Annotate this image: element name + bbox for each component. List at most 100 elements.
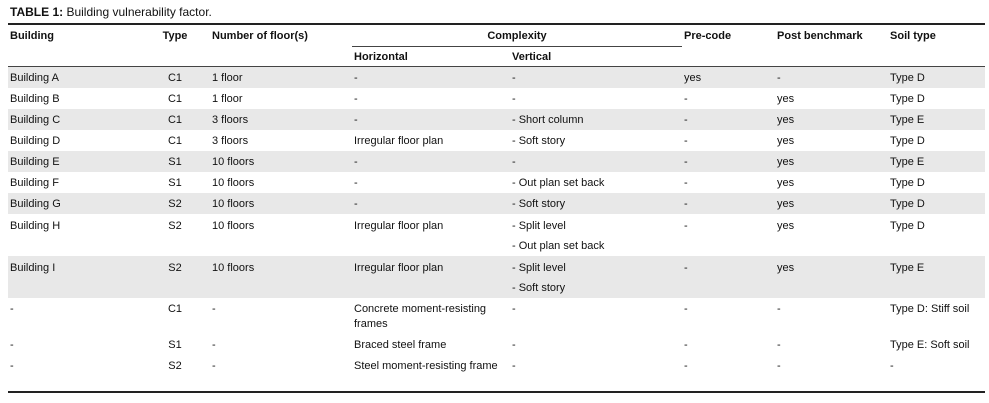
table-row: Building G S2 10 floors - - Soft story - yes Ty…	[8, 193, 986, 214]
cell-building: -	[10, 303, 14, 315]
cell-precode: yes	[682, 66, 776, 88]
cell-post: yes	[777, 177, 795, 189]
cell-precode: -	[684, 177, 688, 189]
vertical-item: -	[512, 339, 516, 351]
vertical-item: - Split level	[512, 220, 566, 232]
cell-precode: -	[682, 256, 776, 298]
vertical-item: - Split level	[512, 262, 566, 274]
cell-vertical: - Short column	[510, 109, 683, 130]
subheader-row: Horizontal Vertical	[8, 46, 986, 67]
vertical-item: -	[512, 303, 516, 315]
cell-horizontal: Steel moment-resisting frame	[354, 360, 498, 372]
header-row: Building Type Number of floor(s) Complex…	[8, 24, 985, 47]
cell-floors: 3 floors	[210, 109, 352, 130]
cell-horizontal: Irregular floor plan	[354, 135, 444, 147]
cell-horizontal: -	[352, 193, 510, 214]
cell-soil: Type D	[890, 220, 925, 232]
cell-floors: 1 floor	[210, 66, 352, 88]
table-row: Building E S1 10 floors - - - yes Type E	[8, 151, 986, 172]
cell-type: C1	[167, 135, 183, 147]
cell-soil: Type D: Stiff soil	[890, 303, 970, 315]
cell-soil: Type D	[888, 66, 986, 88]
cell-post: yes	[777, 135, 795, 147]
cell-precode: -	[684, 339, 688, 351]
cell-building: Building F	[10, 177, 59, 189]
cell-building: Building B	[10, 93, 60, 105]
cell-building: Building G	[8, 193, 140, 214]
cell-floors: 10 floors	[210, 193, 352, 214]
vertical-item: - Soft story	[512, 135, 566, 147]
vertical-item: - Out plan set back	[512, 240, 605, 252]
cell-type: S2	[140, 256, 210, 298]
vertical-item: - Short column	[512, 114, 584, 126]
cell-post: yes	[775, 256, 889, 298]
vertical-item: -	[512, 72, 516, 84]
caption-text: Building vulnerability factor.	[63, 5, 212, 19]
cell-floors: 10 floors	[212, 177, 255, 189]
header-vertical: Vertical	[510, 46, 683, 67]
cell-horizontal: -	[352, 66, 510, 88]
cell-precode: -	[684, 220, 688, 232]
header-type: Type	[162, 30, 188, 42]
cell-floors: 10 floors	[210, 256, 352, 298]
vertical-item: - Soft story	[512, 282, 566, 294]
table-row: Building C C1 3 floors - - Short column - yes T…	[8, 109, 986, 130]
cell-soil: Type D	[890, 93, 925, 105]
cell-building: Building D	[10, 135, 61, 147]
cell-precode: -	[682, 151, 776, 172]
cell-horizontal: Irregular floor plan	[354, 220, 444, 232]
cell-type: S1	[140, 151, 210, 172]
cell-vertical: - Split level - Soft story	[510, 256, 683, 298]
cell-type: C1	[140, 109, 210, 130]
cell-building: -	[10, 360, 14, 372]
header-building: Building	[10, 30, 54, 42]
cell-soil: Type D	[890, 135, 925, 147]
cell-horizontal: -	[352, 151, 510, 172]
cell-type: S1	[168, 339, 182, 351]
header-soil: Soil type	[890, 30, 936, 42]
header-horizontal: Horizontal	[352, 46, 510, 67]
cell-precode: -	[684, 360, 688, 372]
cell-soil: Type D	[888, 193, 986, 214]
cell-horizontal: Braced steel frame	[354, 339, 447, 351]
cell-horizontal: -	[354, 93, 358, 105]
vulnerability-table: Building Type Number of floor(s) Complex…	[8, 23, 986, 393]
cell-vertical: - Split level - Out plan set back	[510, 214, 682, 256]
header-post: Post benchmark	[777, 30, 863, 42]
cell-post: yes	[775, 151, 889, 172]
cell-post: -	[777, 360, 781, 372]
caption-label: TABLE 1:	[10, 5, 64, 19]
table-row: Building D C1 3 floors Irregular floor plan…	[8, 130, 985, 151]
cell-soil: Type E	[888, 109, 986, 130]
cell-post: -	[775, 66, 889, 88]
table-row: - S2 - Steel moment-resisting frame - - - -	[8, 355, 985, 392]
vertical-item: - Out plan set back	[512, 177, 605, 189]
cell-soil: Type E	[888, 151, 986, 172]
cell-precode: -	[684, 135, 688, 147]
cell-building: Building E	[8, 151, 140, 172]
cell-vertical: -	[510, 355, 682, 392]
vertical-item: -	[512, 93, 516, 105]
cell-floors: 1 floor	[212, 93, 243, 105]
cell-post: -	[777, 303, 781, 315]
cell-type: S2	[168, 360, 182, 372]
cell-floors: -	[212, 303, 216, 315]
cell-precode: -	[682, 193, 776, 214]
cell-horizontal: Irregular floor plan	[352, 256, 510, 298]
cell-post: yes	[775, 193, 889, 214]
cell-vertical: -	[510, 334, 682, 355]
cell-precode: -	[684, 303, 688, 315]
cell-type: S1	[168, 177, 182, 189]
table-row: Building F S1 10 floors - - Out plan set bac…	[8, 172, 985, 193]
cell-horizontal: -	[354, 177, 358, 189]
cell-floors: -	[212, 360, 216, 372]
cell-type: S2	[140, 193, 210, 214]
cell-building: Building A	[8, 66, 140, 88]
cell-soil: Type E: Soft soil	[890, 339, 970, 351]
vertical-item: -	[512, 360, 516, 372]
cell-vertical: - Soft story	[510, 193, 683, 214]
table-row: Building I S2 10 floors Irregular floor pla…	[8, 256, 986, 298]
cell-soil: -	[890, 360, 894, 372]
cell-building: Building I	[8, 256, 140, 298]
cell-vertical: -	[510, 298, 682, 334]
